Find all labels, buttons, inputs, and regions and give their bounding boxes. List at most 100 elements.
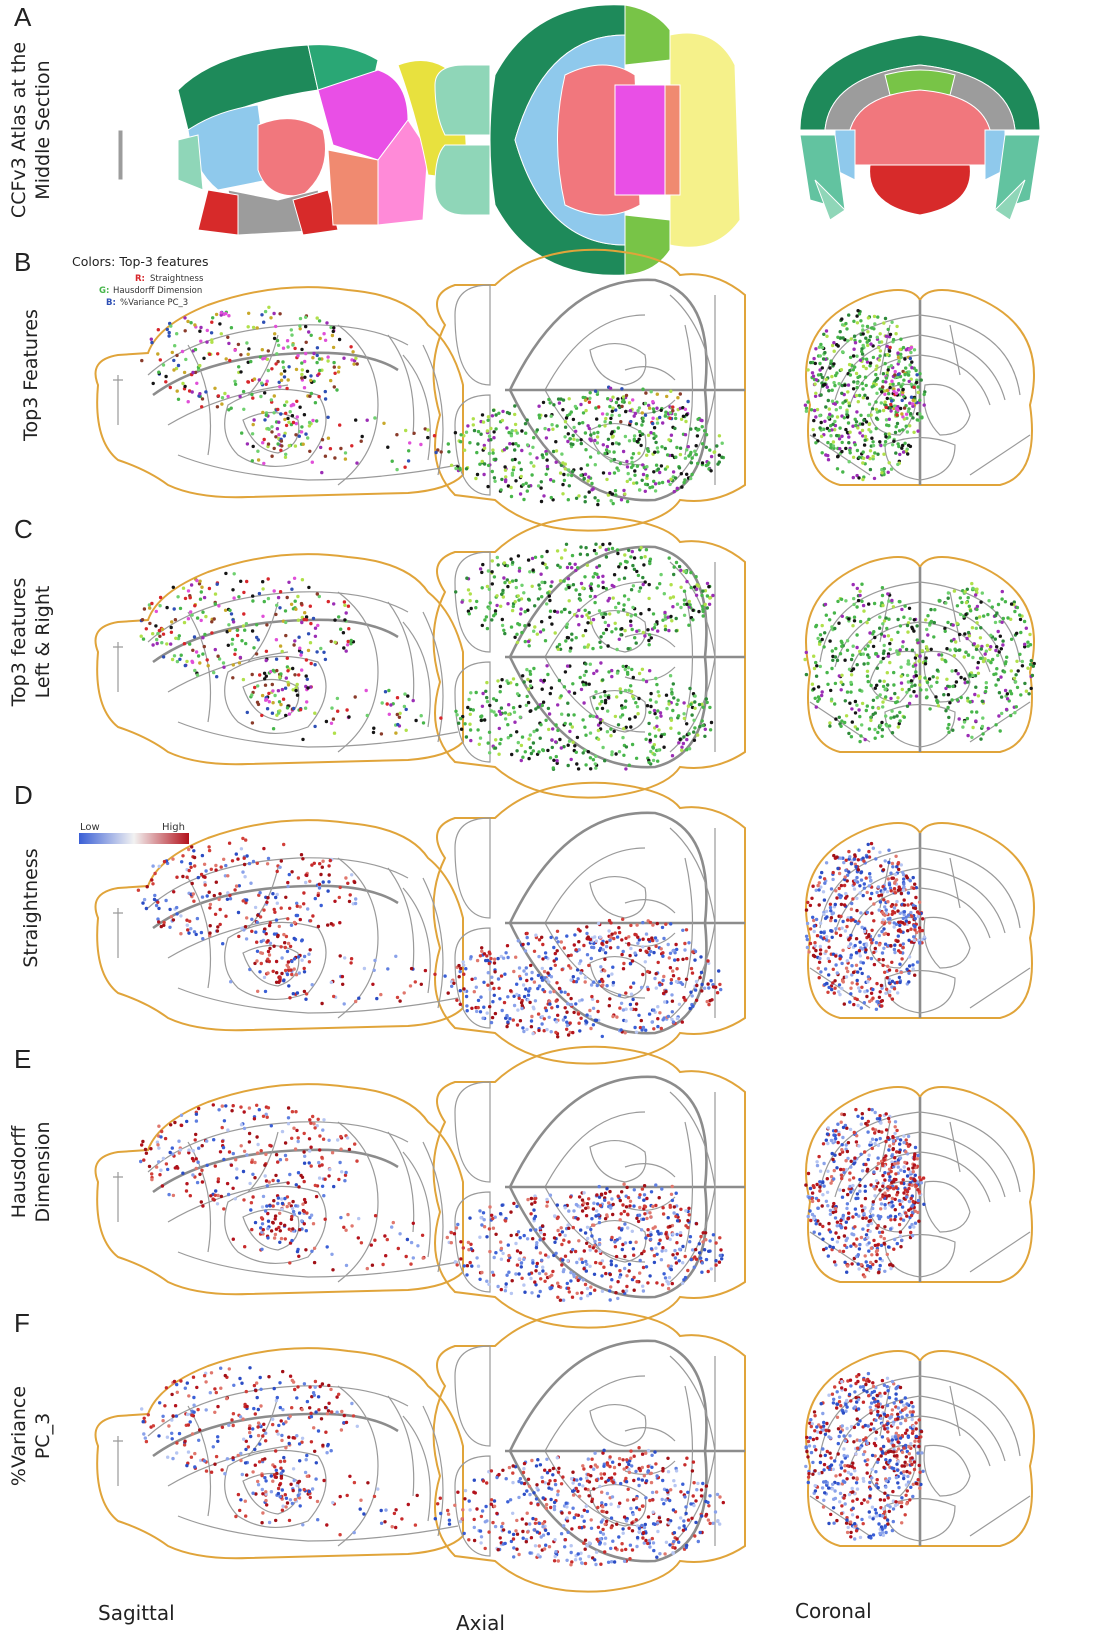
neuron-dot: [295, 991, 300, 995]
neuron-dot: [843, 720, 847, 725]
neuron-dot: [874, 367, 878, 372]
neuron-dot: [813, 382, 817, 386]
neuron-dot: [558, 471, 563, 475]
neuron-dot: [212, 617, 216, 621]
neuron-dot: [446, 991, 450, 995]
neuron-dot: [492, 476, 497, 480]
neuron-dot: [845, 648, 850, 652]
neuron-dot: [567, 739, 572, 743]
neuron-dot: [814, 623, 819, 628]
neuron-dot: [983, 657, 987, 661]
neuron-dot: [829, 916, 834, 920]
neuron-dot: [549, 1030, 553, 1034]
neuron-dot: [846, 339, 850, 343]
neuron-dot: [677, 1002, 682, 1006]
neuron-dot: [208, 933, 212, 938]
neuron-dot: [819, 342, 823, 347]
neuron-dot: [608, 612, 612, 616]
neuron-dot: [646, 969, 650, 974]
neuron-dot: [867, 428, 871, 432]
neuron-dot: [598, 640, 602, 644]
neuron-dot: [665, 465, 670, 469]
neuron-dot: [260, 381, 264, 385]
neuron-dot: [555, 549, 560, 553]
neuron-dot: [620, 952, 624, 957]
neuron-dot: [881, 379, 885, 384]
neuron-dot: [454, 709, 458, 713]
neuron-dot: [406, 694, 410, 698]
neuron-dot: [506, 681, 510, 685]
neuron-dot: [971, 586, 975, 591]
neuron-dot: [564, 416, 569, 420]
neuron-dot: [552, 758, 556, 762]
neuron-dot: [942, 693, 946, 697]
neuron-dot: [831, 658, 835, 662]
neuron-dot: [285, 949, 290, 954]
neuron-dot: [599, 635, 603, 639]
neuron-dot: [215, 929, 220, 933]
neuron-dot: [852, 347, 856, 351]
neuron-dot: [304, 615, 309, 619]
neuron-dot: [605, 730, 610, 734]
neuron-dot: [831, 967, 835, 971]
neuron-dot: [282, 979, 286, 983]
neuron-dot: [850, 707, 854, 711]
neuron-dot: [883, 687, 887, 692]
neuron-dot: [515, 431, 519, 435]
neuron-dot: [449, 463, 454, 467]
neuron-dot: [575, 735, 580, 740]
neuron-dot: [545, 549, 549, 554]
neuron-dot: [470, 977, 474, 981]
neuron-dot: [266, 856, 271, 861]
neuron-dot: [861, 603, 866, 608]
neuron-dot: [634, 701, 638, 705]
neuron-dot: [491, 448, 495, 452]
neuron-dot: [551, 427, 555, 431]
neuron-dot: [187, 931, 191, 935]
neuron-dot: [823, 350, 827, 355]
neuron-dot: [863, 990, 867, 994]
neuron-dot: [270, 367, 274, 371]
neuron-dot: [855, 703, 859, 707]
neuron-dot: [825, 385, 829, 389]
neuron-dot: [181, 381, 185, 386]
neuron-dot: [283, 686, 288, 690]
neuron-dot: [606, 709, 610, 713]
neuron-dot: [863, 438, 867, 442]
neuron-dot: [491, 408, 496, 412]
neuron-dot: [245, 898, 249, 902]
neuron-dot: [975, 666, 980, 670]
neuron-dot: [852, 596, 856, 601]
neuron-dot: [516, 444, 521, 448]
neuron-dot: [709, 979, 713, 983]
neuron-dot: [182, 370, 187, 375]
neuron-dot: [620, 627, 624, 631]
neuron-dot: [858, 688, 862, 692]
neuron-dot: [863, 375, 868, 379]
neuron-dot: [350, 358, 354, 362]
neuron-dot: [655, 682, 659, 687]
neuron-dot: [664, 922, 668, 926]
neuron-dot: [900, 412, 904, 416]
neuron-dot: [851, 455, 856, 459]
neuron-dot: [853, 711, 858, 715]
neuron-dot: [947, 730, 951, 734]
neuron-dot: [839, 597, 844, 601]
neuron-dot: [918, 412, 922, 416]
neuron-dot: [261, 410, 265, 415]
neuron-dot: [157, 370, 161, 374]
neuron-dot: [579, 581, 584, 586]
neuron-dot: [237, 934, 241, 939]
neuron-dot: [967, 604, 971, 608]
neuron-dot: [635, 569, 639, 574]
neuron-dot: [847, 313, 851, 317]
neuron-dot: [589, 1026, 593, 1031]
neuron-dot: [379, 732, 384, 736]
neuron-dot: [647, 638, 651, 643]
neuron-dot: [338, 921, 342, 925]
neuron-dot: [902, 715, 906, 719]
neuron-dot: [852, 319, 856, 323]
neuron-dot: [540, 703, 544, 708]
neuron-dot: [543, 639, 548, 643]
neuron-dot: [600, 1034, 604, 1039]
